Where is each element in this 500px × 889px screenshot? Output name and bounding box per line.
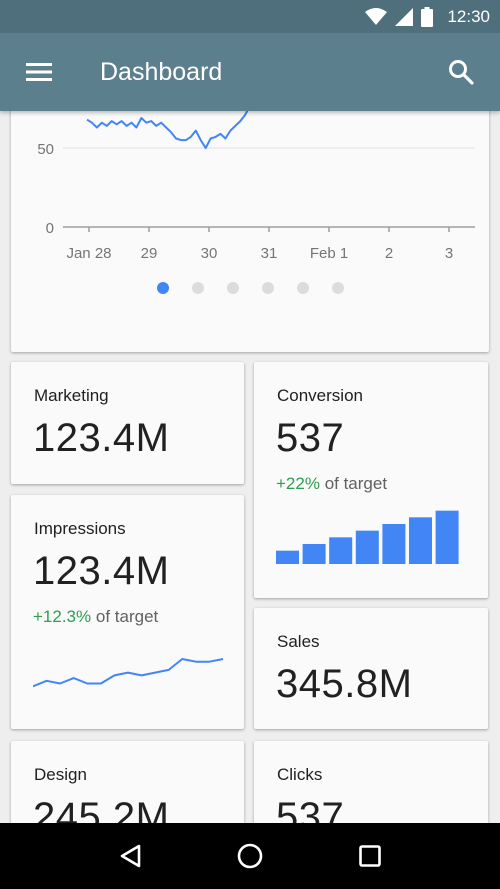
x-tick-label: 29 <box>141 245 158 262</box>
tile-sales[interactable]: Sales 345.8M <box>254 608 488 729</box>
search-button[interactable] <box>422 33 500 111</box>
pager-dot[interactable] <box>331 282 344 294</box>
tile-label: Conversion <box>277 386 363 405</box>
battery-icon <box>421 6 434 27</box>
menu-icon <box>26 63 52 81</box>
chart-card[interactable]: 0 50 Jan 28 29 30 31 Feb 1 2 3 <box>11 111 489 352</box>
x-tick-label: 3 <box>445 245 453 262</box>
home-icon <box>237 843 263 869</box>
recents-icon <box>359 845 381 867</box>
app-bar: Dashboard <box>0 33 500 111</box>
tile-impressions[interactable]: Impressions 123.4M +12.3% of target <box>11 495 244 729</box>
x-tick-label: 30 <box>201 245 218 262</box>
line-chart: 0 50 Jan 28 29 30 31 Feb 1 2 3 <box>37 111 475 262</box>
pager-dot[interactable] <box>191 282 204 294</box>
conversion-bar <box>409 517 432 564</box>
conversion-bar <box>355 530 379 564</box>
chart-pager <box>11 282 489 294</box>
conversion-bar <box>329 537 353 564</box>
delta-suffix: of target <box>95 607 159 626</box>
x-tick-label: 2 <box>385 245 393 262</box>
impressions-sparkline <box>33 658 224 688</box>
status-bar: 12:30 <box>0 0 500 33</box>
x-tick-label: Jan 28 <box>66 245 111 262</box>
x-tick-label: 31 <box>261 245 278 262</box>
dashboard-content[interactable]: 0 50 Jan 28 29 30 31 Feb 1 2 3 Marketing 123.4… <box>0 111 500 823</box>
tile-label: Design <box>34 765 87 784</box>
status-time: 12:30 <box>447 6 490 26</box>
tile-value: 537 <box>276 416 345 460</box>
delta-value: +22% <box>276 474 320 493</box>
x-ticks: Jan 28 29 30 31 Feb 1 2 3 <box>66 227 453 262</box>
menu-button[interactable] <box>0 33 78 111</box>
pager-dot[interactable] <box>261 282 274 294</box>
back-button[interactable] <box>100 826 160 886</box>
tile-value: 537 <box>276 795 345 823</box>
delta-suffix: of target <box>324 474 388 493</box>
pager-dot[interactable] <box>296 282 309 294</box>
conversion-bar <box>382 524 406 564</box>
conversion-bar <box>435 510 459 564</box>
back-icon <box>120 844 141 868</box>
pager-dot[interactable] <box>226 282 239 294</box>
tile-value: 345.8M <box>276 662 413 706</box>
pager-dot[interactable] <box>156 282 169 294</box>
tile-delta: +12.3% of target <box>33 607 158 627</box>
tile-label: Marketing <box>34 386 109 405</box>
tile-value: 245.2M <box>33 795 170 823</box>
page-title: Dashboard <box>100 57 223 86</box>
y-tick-label: 50 <box>37 141 54 158</box>
tile-design[interactable]: Design 245.2M <box>11 741 244 823</box>
home-button[interactable] <box>220 826 280 886</box>
sparkline <box>33 658 224 688</box>
signal-icon <box>395 7 414 26</box>
recents-button[interactable] <box>340 826 400 886</box>
tile-label: Sales <box>277 632 320 651</box>
delta-value: +12.3% <box>33 607 92 626</box>
navigation-bar <box>0 823 500 889</box>
x-tick-label: Feb 1 <box>310 245 348 262</box>
tile-value: 123.4M <box>33 549 170 593</box>
wifi-icon <box>365 7 388 25</box>
tile-label: Clicks <box>277 765 323 784</box>
tile-marketing[interactable]: Marketing 123.4M <box>11 362 244 484</box>
series-line <box>86 111 249 149</box>
conversion-bar-chart <box>276 510 459 564</box>
tile-clicks[interactable]: Clicks 537 <box>254 741 488 823</box>
tile-value: 123.4M <box>33 416 170 460</box>
conversion-bar <box>276 550 299 564</box>
tile-label: Impressions <box>34 519 126 538</box>
tile-delta: +22% of target <box>276 474 387 494</box>
tile-conversion[interactable]: Conversion 537 +22% of target <box>254 362 488 598</box>
search-icon <box>449 60 474 85</box>
y-tick-label: 0 <box>46 220 54 237</box>
conversion-bar <box>302 544 326 564</box>
